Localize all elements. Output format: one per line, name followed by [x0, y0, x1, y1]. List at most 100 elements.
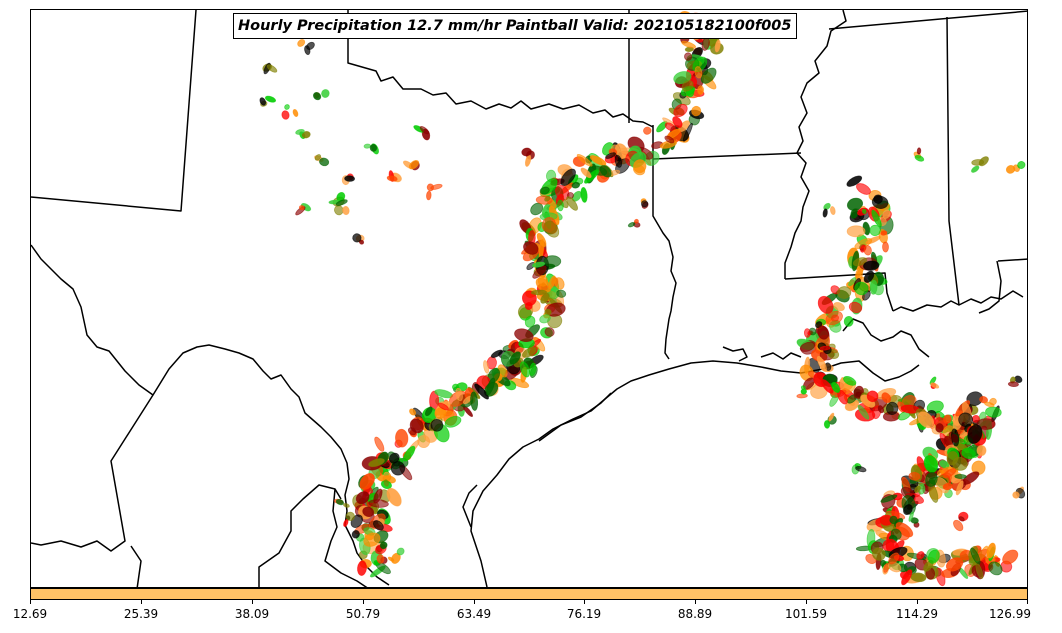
precip-blob	[335, 199, 348, 206]
mississippi-river	[784, 10, 847, 279]
precip-blob	[886, 401, 899, 415]
precip-blob	[837, 286, 852, 299]
precip-blob	[681, 80, 694, 92]
colorbar-tick-label: 12.69	[12, 607, 48, 621]
precip-blob	[943, 414, 952, 424]
precip-blob	[292, 109, 299, 117]
precip-blob	[386, 487, 402, 507]
colorbar-tick-label: 76.19	[566, 607, 602, 621]
precip-blob	[697, 85, 705, 95]
precip-blob	[976, 445, 987, 456]
precip-blob	[682, 122, 693, 142]
precip-blob	[532, 265, 547, 279]
precip-paintballs	[259, 10, 1026, 587]
precip-blob	[544, 220, 560, 238]
precip-blob	[374, 436, 385, 452]
precip-blob	[531, 261, 546, 268]
map-canvas	[31, 10, 1027, 587]
precip-blob	[266, 64, 278, 73]
precip-blob	[888, 552, 900, 565]
precip-blob	[1005, 165, 1016, 174]
precip-blob	[985, 406, 1002, 418]
precip-blob	[589, 155, 607, 166]
precip-blob	[890, 528, 902, 540]
precip-blob	[314, 154, 322, 161]
colorbar-tick	[252, 600, 253, 604]
precip-blob	[908, 511, 914, 522]
precip-blob	[984, 401, 995, 408]
precip-blob	[369, 144, 378, 152]
precip-blob	[978, 156, 989, 167]
precip-blob	[803, 328, 811, 338]
precip-blob	[819, 345, 831, 351]
precip-blob	[961, 447, 976, 460]
rio-grande	[31, 244, 390, 586]
precip-blob	[605, 152, 617, 159]
al-ga-boundary	[978, 260, 1002, 314]
precip-blob	[930, 382, 940, 389]
precip-blob	[942, 482, 953, 491]
precip-blob	[828, 412, 835, 422]
colorbar-tick	[917, 600, 918, 604]
precip-blob	[343, 503, 350, 508]
precip-blob	[830, 206, 836, 216]
precip-blob	[923, 455, 939, 473]
precip-blob	[863, 260, 880, 271]
precip-blob	[1017, 161, 1026, 169]
precip-blob	[971, 165, 980, 173]
precip-blob	[914, 154, 925, 162]
precip-blob	[681, 40, 697, 49]
colorbar-tick-label: 114.29	[896, 607, 938, 621]
precip-blob	[862, 208, 867, 214]
precip-blob	[627, 222, 636, 228]
colorbar-tick	[474, 600, 475, 604]
precip-blob	[524, 302, 533, 310]
precip-blob	[556, 199, 564, 212]
precip-blob	[975, 563, 984, 579]
precip-blob	[848, 277, 857, 287]
colorbar-tick	[806, 600, 807, 604]
precip-blob	[856, 183, 871, 195]
precip-blob	[419, 126, 430, 135]
precip-blob	[882, 241, 889, 253]
gulf-coast	[470, 360, 920, 587]
precip-blob	[295, 128, 305, 135]
precip-blob	[925, 471, 938, 487]
precip-blob	[543, 255, 562, 268]
ar-la-boundary	[652, 152, 802, 160]
precip-blob	[848, 301, 863, 314]
precip-blob	[901, 569, 913, 586]
precip-blob	[953, 519, 964, 532]
precip-blob	[376, 554, 385, 564]
mexico-state-line	[324, 488, 368, 587]
precip-blob	[509, 351, 521, 365]
precip-blob	[335, 498, 344, 506]
barrier-island	[462, 484, 478, 528]
precip-blob	[426, 190, 432, 201]
colorbar-tick-label: 126.99	[989, 607, 1031, 621]
precip-blob	[352, 233, 362, 243]
colorbar-tick	[141, 600, 142, 604]
colorbar-tick	[1027, 600, 1028, 604]
precip-blob	[979, 396, 989, 404]
colorbar-tick-label: 101.59	[785, 607, 827, 621]
precip-blob	[935, 423, 944, 433]
precip-blob	[903, 504, 913, 516]
precip-blob	[817, 325, 829, 340]
precip-blob	[916, 147, 922, 155]
precip-blob	[881, 392, 892, 404]
precip-blob	[640, 200, 649, 208]
precip-blob	[967, 424, 983, 444]
precip-blob	[871, 195, 889, 209]
precip-blob	[342, 205, 350, 216]
precip-blob	[529, 362, 537, 377]
precip-blob	[866, 390, 879, 403]
precip-blob	[672, 116, 683, 128]
colorbar-tick-label: 88.89	[677, 607, 713, 621]
precip-blob	[396, 547, 405, 556]
precip-blob	[437, 402, 449, 411]
precip-blob	[916, 551, 925, 560]
precip-blob	[571, 181, 581, 189]
precip-blob	[825, 310, 843, 326]
precip-blob	[822, 208, 828, 218]
